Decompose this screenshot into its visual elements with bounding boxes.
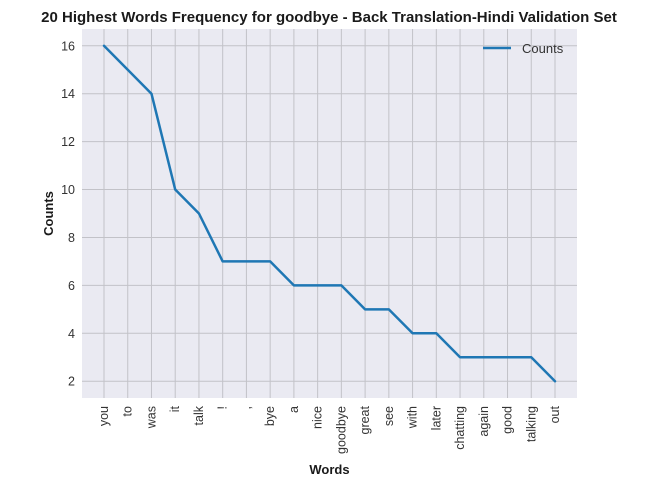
x-tick-label: good xyxy=(501,406,515,434)
x-tick-label: bye xyxy=(263,406,277,426)
x-tick-label: talk xyxy=(192,405,206,425)
series-line-counts xyxy=(102,44,557,383)
x-tick-label: out xyxy=(548,405,562,423)
x-tick-label: a xyxy=(287,406,301,413)
x-tick-label: again xyxy=(477,406,491,437)
y-axis-ticks: 2 4 6 8 10 12 14 16 xyxy=(61,39,75,388)
x-tick-label: was xyxy=(144,406,158,429)
y-tick-label: 14 xyxy=(61,87,75,101)
y-tick-label: 16 xyxy=(61,39,75,53)
x-tick-label: it xyxy=(168,405,182,412)
y-tick-label: 2 xyxy=(68,375,75,389)
y-tick-label: 10 xyxy=(61,183,75,197)
x-tick-label: see xyxy=(382,406,396,426)
series-group xyxy=(102,44,557,383)
x-tick-label: great xyxy=(358,405,372,434)
x-tick-label: talking xyxy=(524,406,538,442)
y-tick-label: 4 xyxy=(68,327,75,341)
x-axis-ticks: you to was it talk!, bye a nice goodbye great see w… xyxy=(97,405,562,454)
x-axis-label: Words xyxy=(309,462,349,477)
x-tick-label: , xyxy=(239,406,253,409)
x-tick-label: nice xyxy=(311,406,325,429)
x-tick-label: you xyxy=(97,406,111,426)
y-axis-label: Counts xyxy=(41,191,56,236)
x-tick-label: with xyxy=(406,406,420,429)
x-tick-label: goodbye xyxy=(334,406,348,454)
legend-label-counts: Counts xyxy=(522,41,564,56)
plot-area xyxy=(82,29,577,398)
y-tick-label: 12 xyxy=(61,135,75,149)
x-tick-label: later xyxy=(429,406,443,430)
y-tick-label: 8 xyxy=(68,231,75,245)
legend: Counts xyxy=(483,41,564,56)
x-tick-label: to xyxy=(121,406,135,416)
x-tick-label: ! xyxy=(216,406,230,409)
chart-title: 20 Highest Words Frequency for goodbye -… xyxy=(41,9,617,26)
y-tick-label: 6 xyxy=(68,279,75,293)
x-tick-label: chatting xyxy=(453,406,467,450)
